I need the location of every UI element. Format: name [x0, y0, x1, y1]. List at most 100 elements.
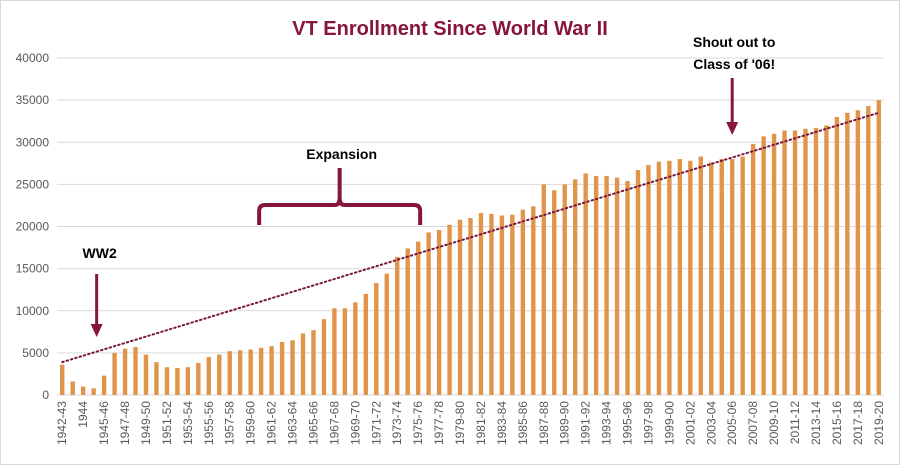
x-tick-label: 2017-18: [851, 401, 865, 445]
bar: [384, 273, 389, 395]
bar: [426, 232, 431, 395]
x-tick-label: 1991-92: [579, 401, 593, 445]
bar: [572, 179, 578, 395]
bar: [824, 125, 829, 396]
bar: [143, 354, 149, 395]
bar: [855, 110, 861, 396]
x-tick-label: 2007-08: [746, 401, 760, 445]
x-tick-label: 1993-94: [600, 401, 614, 445]
bar: [101, 375, 107, 395]
x-tick-label: 1977-78: [432, 401, 446, 445]
bar: [60, 364, 65, 395]
bar: [80, 386, 86, 395]
bar: [227, 351, 232, 395]
y-tick-label: 10000: [16, 304, 50, 318]
bar: [374, 282, 379, 395]
bar: [122, 348, 128, 395]
x-tick-label: 1957-58: [223, 401, 237, 445]
bar: [531, 206, 536, 395]
x-axis-tick-labels: 1942-43 1944 1945-46 1947-48 1949-50 1951-52 1…: [55, 401, 886, 445]
annotation-class-of-06: Class of '06!: [693, 56, 775, 72]
x-tick-label: 1942-43: [55, 401, 69, 445]
trendline-line: [61, 111, 880, 364]
x-tick-label: 2013-14: [809, 401, 823, 445]
bar: [112, 352, 117, 395]
bar: [740, 156, 745, 395]
annotation-class-of-06-arrowhead: [726, 122, 739, 135]
chart-title: VT Enrollment Since World War II: [292, 18, 608, 40]
bar: [457, 219, 463, 395]
bar: [353, 302, 358, 395]
bar: [834, 116, 840, 395]
x-tick-label: 1985-86: [516, 401, 530, 445]
bar: [258, 347, 264, 395]
x-tick-label: 1975-76: [411, 401, 425, 445]
x-tick-label: 1983-84: [495, 401, 509, 445]
bar: [217, 354, 222, 395]
x-tick-label: 2005-06: [725, 401, 739, 445]
x-tick-label: 2009-10: [767, 401, 781, 445]
y-tick-label: 15000: [16, 262, 50, 276]
bar: [269, 346, 274, 395]
bar: [583, 173, 588, 395]
x-tick-label: 1949-50: [139, 401, 153, 445]
annotation-expansion-brace: [257, 168, 423, 225]
bar: [604, 175, 609, 395]
bar: [541, 184, 546, 395]
bar: [562, 184, 567, 395]
x-tick-label: 1995-96: [621, 401, 635, 445]
bar: [656, 161, 662, 395]
annotation-expansion: Expansion: [306, 146, 377, 162]
bar: [70, 381, 75, 395]
bar: [395, 256, 400, 395]
y-tick-label: 25000: [16, 177, 50, 191]
annotation-ww2: WW2: [83, 245, 117, 261]
x-tick-label: 2003-04: [704, 401, 718, 445]
bar: [552, 190, 557, 395]
bar: [813, 127, 819, 396]
bar: [593, 175, 599, 395]
x-tick-label: 1967-68: [327, 401, 341, 445]
bar: [845, 112, 850, 395]
x-tick-label: 1989-90: [558, 401, 572, 445]
x-tick-label: 1953-54: [181, 401, 195, 445]
x-tick-label: 1944: [76, 401, 90, 428]
bar: [730, 159, 735, 395]
x-tick-label: 1959-60: [244, 401, 258, 445]
bar: [321, 319, 327, 395]
bar: [635, 170, 641, 395]
x-tick-label: 1999-00: [662, 401, 676, 445]
bar: [164, 367, 170, 395]
annotations: WW2 Expansion Shout out to Class of '06!: [83, 34, 775, 337]
bar: [782, 130, 787, 395]
y-tick-label: 35000: [16, 93, 50, 107]
annotation-ww2-arrowhead: [90, 324, 103, 337]
bars: [60, 100, 881, 396]
bar: [499, 215, 505, 395]
bar: [436, 229, 442, 395]
bar: [363, 293, 369, 395]
bar: [677, 159, 683, 395]
bar: [646, 164, 651, 395]
bar: [279, 341, 285, 395]
bar: [415, 241, 421, 395]
annotation-shout-out: Shout out to: [693, 34, 775, 50]
bar: [175, 368, 180, 395]
bar: [311, 330, 316, 395]
gridlines: [57, 57, 884, 396]
bar: [332, 308, 337, 395]
y-tick-label: 30000: [16, 135, 50, 149]
bar: [133, 346, 138, 395]
y-tick-label: 5000: [22, 346, 49, 360]
bar: [196, 362, 201, 395]
bar: [206, 357, 211, 395]
bar: [771, 133, 777, 395]
x-tick-label: 1979-80: [453, 401, 467, 445]
bar: [248, 349, 253, 395]
x-tick-label: 1981-82: [474, 401, 488, 445]
bar: [761, 136, 766, 396]
bar: [667, 160, 672, 395]
bar: [719, 159, 724, 395]
bar: [489, 213, 494, 395]
